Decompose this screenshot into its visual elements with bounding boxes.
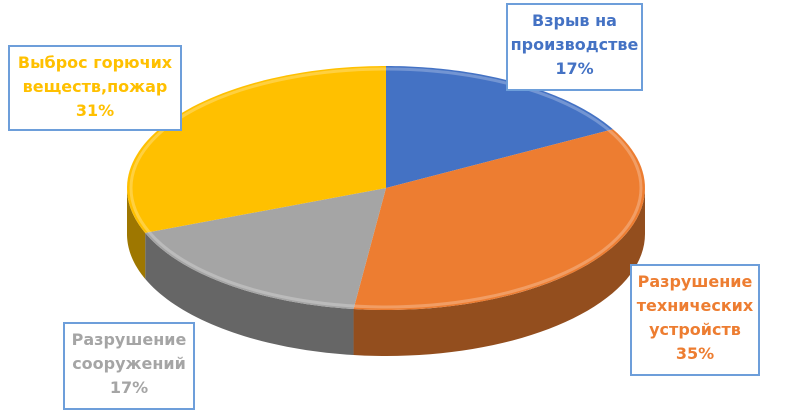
slice-side (127, 188, 146, 279)
label-text: Разрушение (637, 272, 753, 291)
label-text: веществ,пожар (22, 77, 168, 96)
label-text: производстве (510, 35, 639, 54)
label-text: сооружений (72, 354, 186, 373)
slice-top (145, 188, 386, 310)
label-text: Взрыв на (532, 11, 617, 30)
slice-top (353, 129, 645, 310)
slice-top (386, 66, 613, 188)
label-value: 17% (555, 59, 594, 78)
label-value: 17% (109, 378, 149, 397)
label-explosion: Взрыв на производстве 17% (506, 3, 643, 91)
label-text: Разрушение (71, 330, 187, 349)
label-structures: Разрушение сооружений 17% (63, 322, 195, 410)
slice-top (127, 66, 386, 233)
slice-side (145, 232, 354, 356)
label-text: Выброс горючих (17, 53, 173, 72)
label-tech-devices: Разрушение технических устройств 35% (630, 264, 760, 376)
label-text: устройств (649, 320, 741, 339)
label-value: 35% (675, 344, 715, 363)
pie-bevel (129, 67, 643, 309)
label-value: 31% (75, 101, 115, 120)
label-fire: Выброс горючих веществ,пожар 31% (8, 45, 182, 131)
slice-side (353, 188, 645, 356)
label-text: технических (636, 296, 754, 315)
